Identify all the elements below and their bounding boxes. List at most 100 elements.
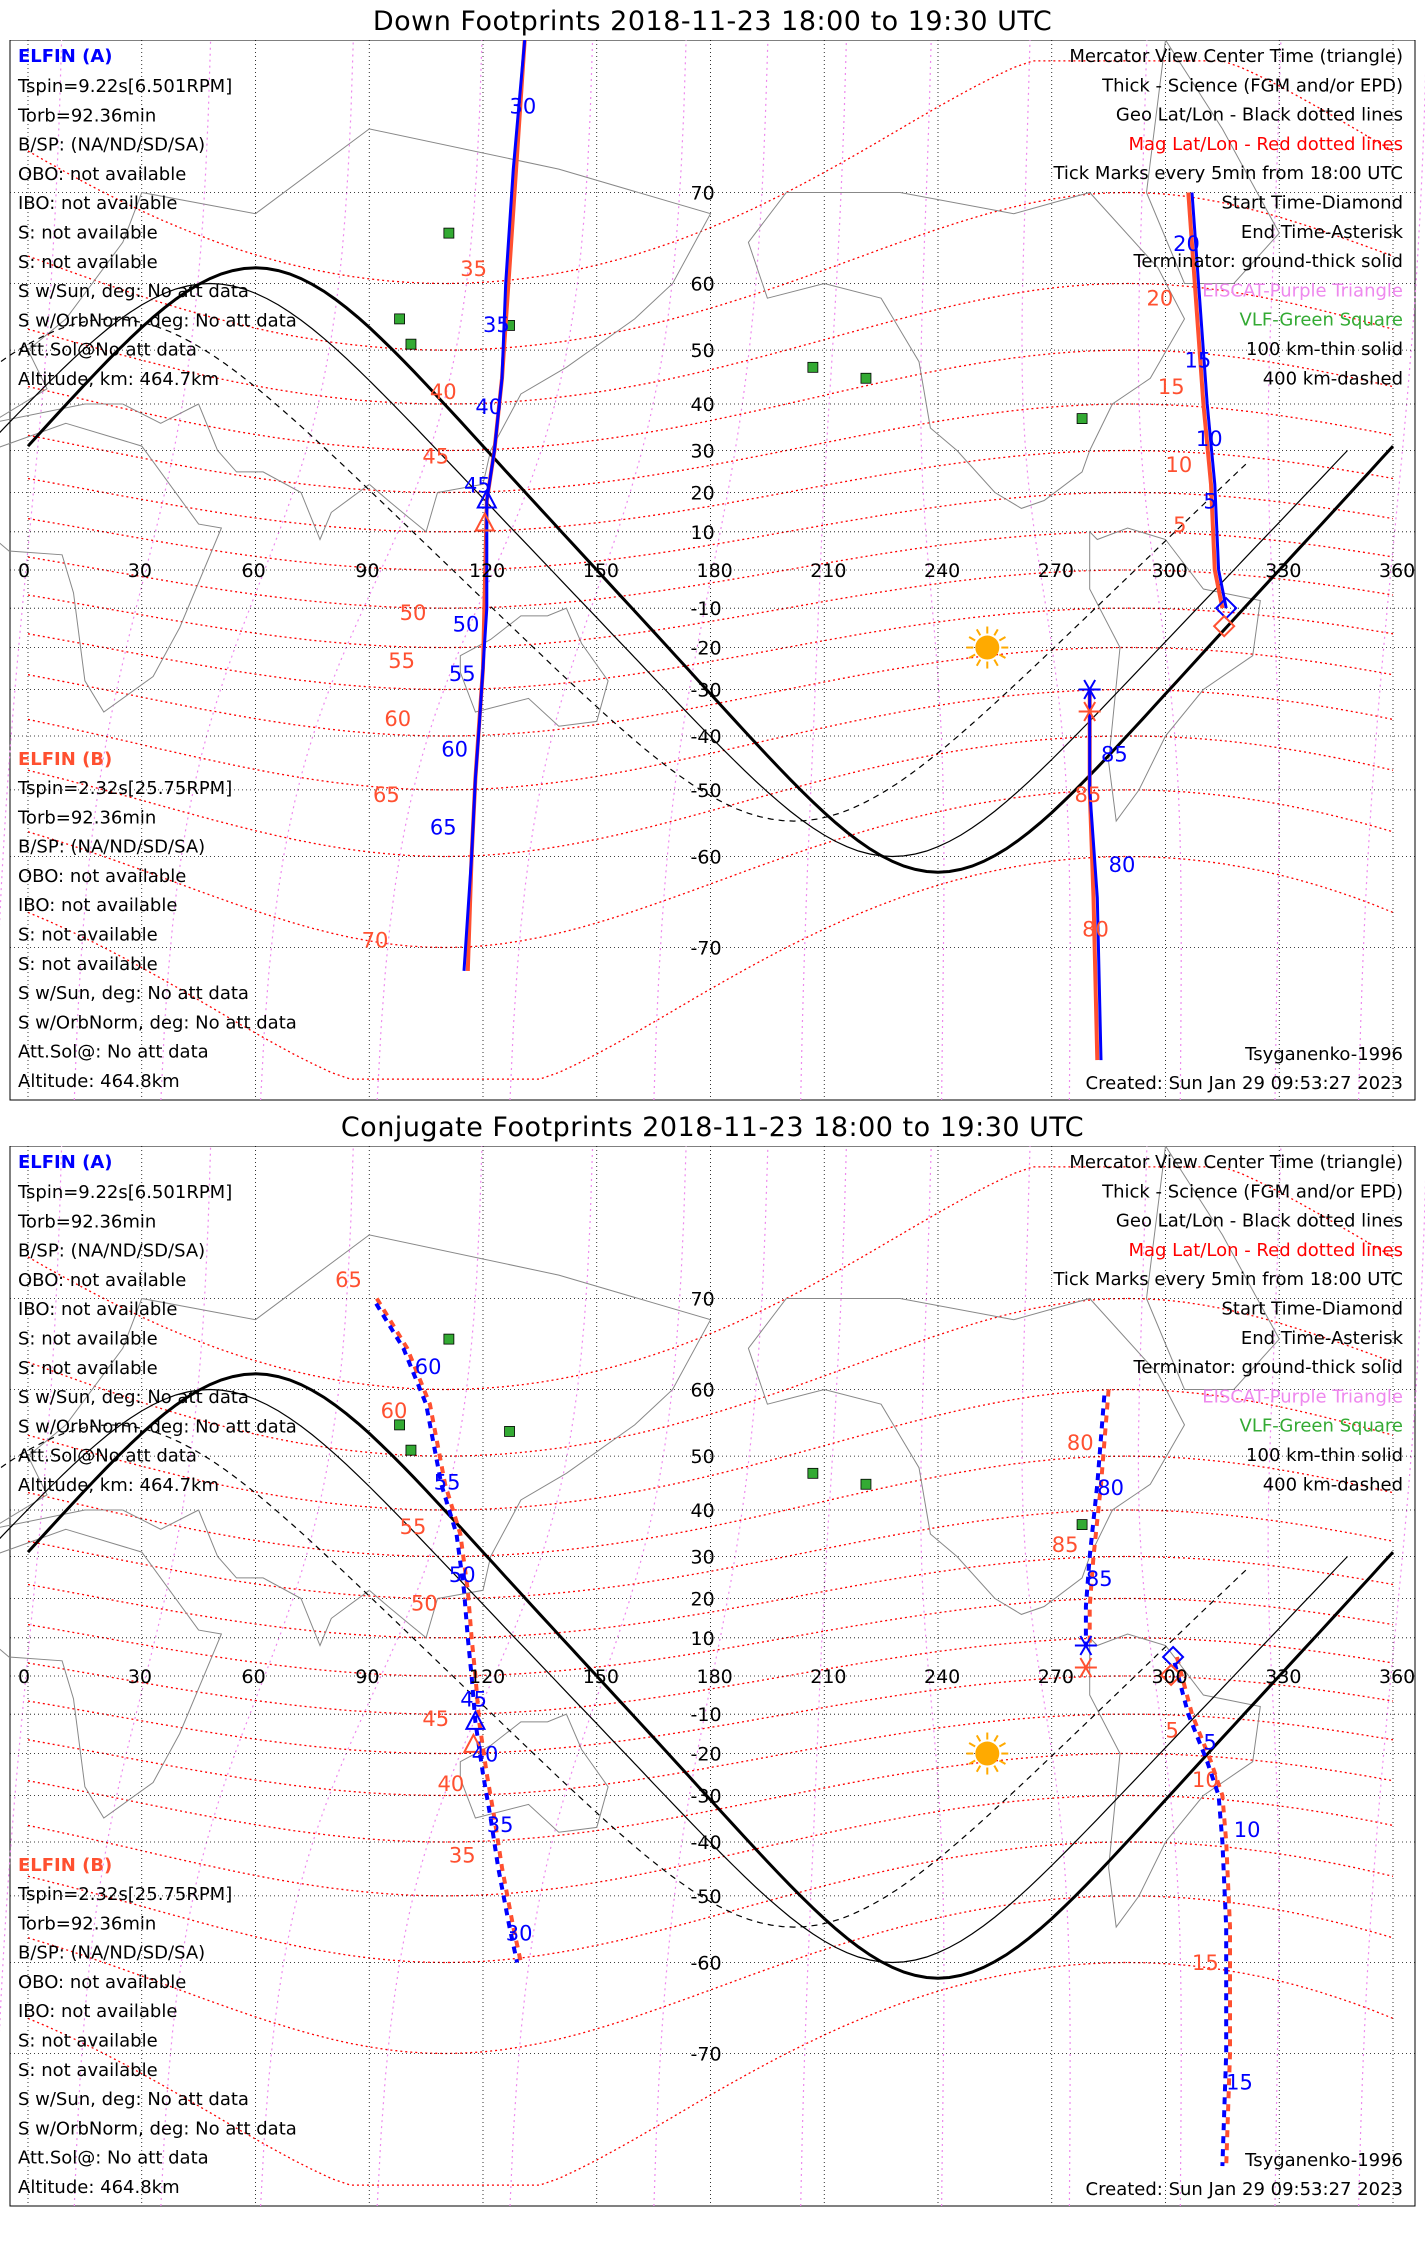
eiscat-grid-line	[1021, 1146, 1071, 2207]
track-time-label: 55	[388, 649, 415, 673]
track-time-label: 55	[449, 662, 476, 686]
eiscat-grid-line	[1358, 73, 1425, 1101]
legend-line: 100 km-thin solid	[1246, 339, 1403, 360]
mag-lat-line	[27, 1166, 1394, 1391]
legend-line: Terminator: ground-thick solid	[1132, 1357, 1403, 1378]
lat-tick-label: 40	[691, 1500, 715, 1522]
lat-tick-label: 30	[691, 440, 715, 462]
lon-tick-label: 30	[128, 560, 152, 582]
sun-ray	[968, 1759, 976, 1765]
lon-tick-label: 150	[583, 560, 619, 582]
end-time-asterisk	[1079, 1657, 1093, 1678]
legend-line: Start Time-Diamond	[1221, 1299, 1403, 1320]
elfin-b-info-line: S: not available	[18, 2031, 158, 2052]
elfin-a-info-line: Att.Sol@No att data	[18, 1446, 197, 1467]
sun-ray	[993, 628, 999, 636]
elfin-b-info-line: S w/OrbNorm, deg: No att data	[18, 1012, 297, 1033]
track-time-label: 5	[1173, 513, 1186, 537]
mag-lat-line	[27, 1675, 1394, 1755]
lon-tick-label: 270	[1038, 560, 1074, 582]
coastline	[1145, 40, 1280, 284]
lat-tick-label: -50	[691, 780, 722, 802]
elfin-a-info-line: B/SP: (NA/ND/SD/SA)	[18, 1241, 205, 1262]
terminator-400km	[0, 1424, 1250, 1928]
track-time-label: 85	[1101, 743, 1128, 767]
track-time-label: 30	[506, 1922, 533, 1946]
lon-tick-label: 210	[810, 1666, 846, 1688]
track-time-label: 20	[1147, 286, 1174, 310]
track-time-label: 15	[1184, 348, 1211, 372]
elfin-b-info-line: OBO: not available	[18, 1972, 186, 1993]
sun-ray	[975, 659, 982, 667]
coastline	[459, 1713, 609, 1833]
legend-line: Start Time-Diamond	[1221, 193, 1403, 214]
elfin-b-info-line: B/SP: (NA/ND/SD/SA)	[18, 1943, 205, 1964]
eiscat-grid-line	[920, 1146, 945, 2207]
track-time-label: 35	[483, 313, 510, 337]
track-time-label: 65	[335, 1268, 362, 1292]
track-time-label: 50	[400, 601, 427, 625]
sun-ray	[975, 1765, 982, 1773]
elfin-a-info-line: S: not available	[18, 252, 158, 273]
start-time-diamond-b	[1212, 614, 1236, 638]
elfin-a-info-line: S: not available	[18, 1358, 158, 1379]
lat-tick-label: -70	[691, 2044, 722, 2066]
track-time-label: 60	[441, 737, 468, 761]
track-time-label: 80	[1097, 1476, 1124, 1500]
coastline	[459, 607, 609, 727]
sun-ray	[998, 653, 1006, 659]
lon-tick-label: 120	[469, 560, 505, 582]
center-time-triangle-b	[474, 511, 496, 532]
track-time-label: 45	[464, 473, 491, 497]
coastline	[1089, 527, 1261, 823]
lon-tick-label: 0	[18, 560, 30, 582]
lon-tick-label: 60	[242, 560, 266, 582]
lon-tick-label: 120	[469, 1666, 505, 1688]
lat-tick-label: -10	[691, 598, 722, 620]
elfin-a-info-line: S w/Sun, deg: No att data	[18, 1387, 249, 1408]
lat-tick-label: -40	[691, 726, 722, 748]
legend-line: Tick Marks every 5min from 18:00 UTC	[1052, 1269, 1403, 1290]
end-time-asterisk	[1083, 701, 1097, 722]
eiscat-grid-line	[800, 1146, 847, 2207]
track-time-label: 40	[475, 395, 502, 419]
legend-line: EISCAT-Purple Triangle	[1202, 280, 1403, 301]
coastline	[1145, 1146, 1280, 1390]
track-time-label: 30	[510, 95, 537, 119]
panel-title-down: Down Footprints 2018-11-23 18:00 to 19:3…	[372, 6, 1053, 37]
lat-tick-label: 50	[691, 1446, 715, 1468]
elfin-a-info-line: Altitude, km: 464.7km	[18, 369, 219, 390]
track-time-label: 15	[1226, 2071, 1253, 2095]
sun-ray	[993, 1734, 999, 1742]
coastline	[0, 1528, 223, 1819]
elfin-b-info-line: Tspin=2.32s[25.75RPM]	[17, 1884, 232, 1905]
track-time-label: 55	[434, 1471, 461, 1495]
model-label: Tsyganenko-1996	[1244, 2150, 1403, 2171]
lat-tick-label: -30	[691, 1786, 722, 1808]
track-time-label: 40	[472, 1743, 499, 1767]
track-elfin-a	[1171, 1656, 1229, 2167]
track-time-label: 35	[460, 257, 487, 281]
track-time-label: 35	[487, 1813, 514, 1837]
mag-lat-line	[27, 1509, 1394, 1600]
track-time-label: 65	[373, 783, 400, 807]
vlf-site-square	[405, 338, 417, 350]
sun-ray	[993, 659, 999, 667]
lon-tick-label: 240	[924, 560, 960, 582]
elfin-a-info-line: B/SP: (NA/ND/SD/SA)	[18, 135, 205, 156]
elfin-b-info-line: Att.Sol@: No att data	[18, 2148, 209, 2169]
end-time-asterisk	[1083, 679, 1097, 700]
track-time-label: 80	[1067, 1431, 1094, 1455]
vlf-site-square	[394, 1419, 405, 1431]
coastline	[0, 128, 712, 541]
terminator-100km	[0, 282, 1348, 858]
lat-tick-label: -60	[691, 1953, 722, 1975]
elfin-a-info-line: Att.Sol@No att data	[18, 340, 197, 361]
legend-line: VLF-Green Square	[1240, 310, 1403, 331]
track-time-label: 45	[422, 444, 449, 468]
lon-tick-label: 300	[1152, 560, 1188, 582]
elfin-b-info-line: IBO: not available	[18, 895, 177, 916]
elfin-a-info-line: Tspin=9.22s[6.501RPM]	[17, 1182, 232, 1203]
sun-ray	[975, 628, 982, 636]
